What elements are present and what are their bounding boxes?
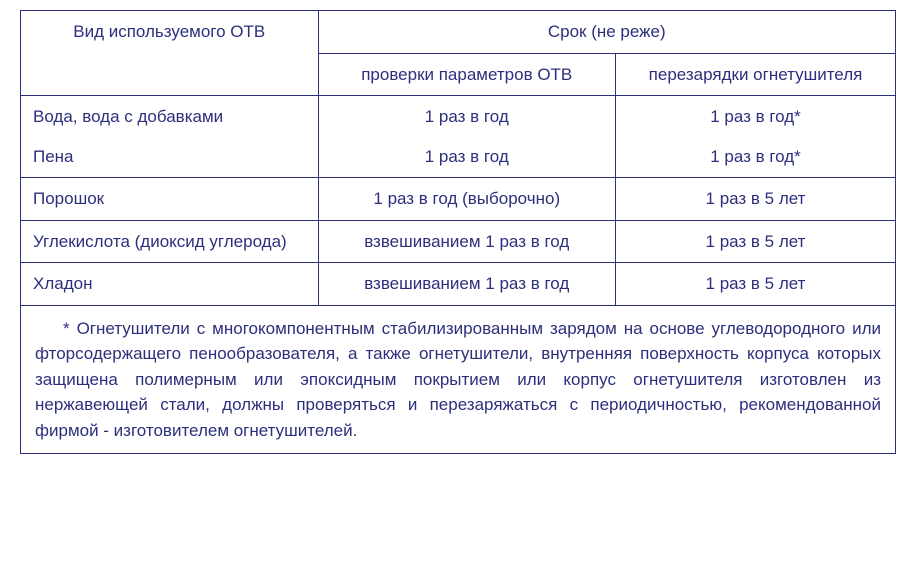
footnote-text: * Огнетушители с многокомпонентным стаби… [21, 305, 896, 454]
check-value: 1 раз в год [331, 144, 604, 170]
table-row: Порошок 1 раз в год (выборочно) 1 раз в … [21, 178, 896, 221]
otv-name-foam: Пена [33, 144, 306, 170]
cell-check: 1 раз в год 1 раз в год [318, 96, 616, 178]
cell-check: взвешиванием 1 раз в год [318, 263, 616, 306]
cell-recharge: 1 раз в 5 лет [616, 220, 896, 263]
cell-recharge: 1 раз в 5 лет [616, 178, 896, 221]
check-value: 1 раз в год [331, 104, 604, 130]
table-row: Хладон взвешиванием 1 раз в год 1 раз в … [21, 263, 896, 306]
cell-otv-type: Углекислота (диоксид углерода) [21, 220, 319, 263]
header-otv-type: Вид используемого ОТВ [21, 11, 319, 96]
cell-check: 1 раз в год (выборочно) [318, 178, 616, 221]
table-header-row-1: Вид используемого ОТВ Срок (не реже) [21, 11, 896, 54]
cell-recharge: 1 раз в 5 лет [616, 263, 896, 306]
table-row: Углекислота (диоксид углерода) взвешиван… [21, 220, 896, 263]
header-term-merged: Срок (не реже) [318, 11, 896, 54]
table-row: Вода, вода с добавками Пена 1 раз в год … [21, 96, 896, 178]
page-container: Вид используемого ОТВ Срок (не реже) про… [0, 0, 916, 582]
recharge-value: 1 раз в год* [628, 104, 883, 130]
cell-recharge: 1 раз в год* 1 раз в год* [616, 96, 896, 178]
otv-name-water: Вода, вода с добавками [33, 104, 306, 130]
cell-check: взвешиванием 1 раз в год [318, 220, 616, 263]
cell-otv-type: Вода, вода с добавками Пена [21, 96, 319, 178]
table-footnote-row: * Огнетушители с многокомпонентным стаби… [21, 305, 896, 454]
cell-otv-type: Порошок [21, 178, 319, 221]
main-table: Вид используемого ОТВ Срок (не реже) про… [20, 10, 896, 454]
subheader-recharge: перезарядки огнетушителя [616, 53, 896, 96]
recharge-value: 1 раз в год* [628, 144, 883, 170]
cell-otv-type: Хладон [21, 263, 319, 306]
subheader-check: проверки параметров ОТВ [318, 53, 616, 96]
